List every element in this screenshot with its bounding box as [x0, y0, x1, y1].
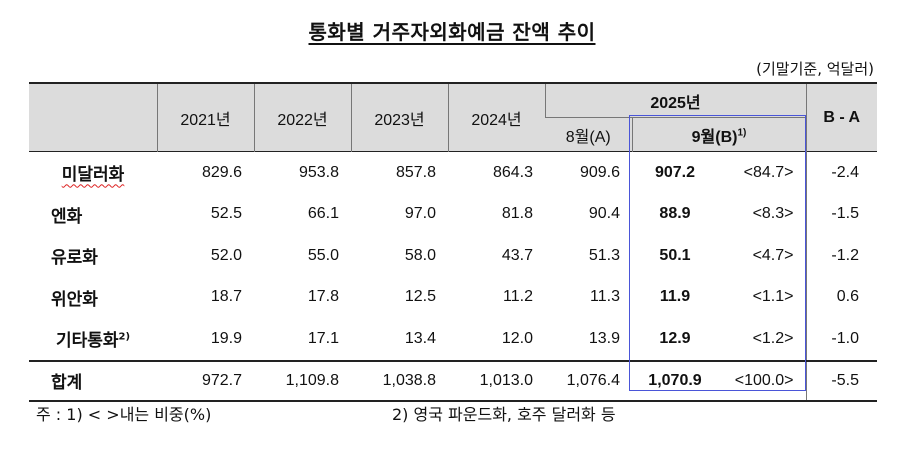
- cell-sep: 12.9: [659, 329, 691, 347]
- cell: 12.5: [404, 288, 436, 306]
- cell-share: <4.7>: [710, 235, 807, 277]
- cell-sep: 1,070.9: [632, 359, 710, 402]
- cell-diff: -1.2: [831, 246, 859, 264]
- row-label: 엔화: [51, 206, 83, 227]
- cell: 12.0: [501, 329, 533, 347]
- header-year-2025: 2025년: [544, 83, 806, 118]
- cell: 864.3: [492, 163, 533, 181]
- cell-share: <1.2>: [710, 318, 807, 361]
- footnote-1: 주 : 1) < >내는 비중(%): [36, 405, 212, 424]
- row-label: 유로화: [51, 248, 98, 269]
- row-label: 기타통화2): [55, 331, 131, 352]
- deposit-table: 2021년 2022년 2023년 2024년 2025년 B - A 8월(A…: [29, 82, 877, 402]
- cell: 58.0: [404, 246, 436, 264]
- header-sep: 9월(B)1): [631, 117, 806, 152]
- cell-share: <100.0>: [710, 359, 807, 402]
- table-row: 엔화 52.5 66.1 97.0 81.8 90.4 88.9 <8.3> -…: [29, 193, 877, 235]
- cell: 972.7: [157, 359, 254, 402]
- cell: 11.2: [503, 288, 533, 306]
- cell: 953.8: [298, 163, 339, 181]
- table-row: 미달러화 829.6 953.8 857.8 864.3 909.6 907.2…: [29, 151, 877, 194]
- cell-sep: 907.2: [654, 163, 696, 181]
- cell-sep: 11.9: [659, 288, 691, 306]
- table-row: 기타통화2) 19.9 17.1 13.4 12.0 13.9 12.9 <1.…: [29, 318, 877, 361]
- row-label: 위안화: [51, 289, 98, 310]
- cell: 829.6: [201, 163, 242, 181]
- cell: 18.7: [210, 288, 242, 306]
- cell-sep: 88.9: [659, 205, 691, 223]
- cell: 909.6: [579, 163, 620, 181]
- cell: 55.0: [307, 246, 339, 264]
- header-year: 2024년: [447, 83, 545, 152]
- cell: 52.5: [210, 205, 242, 223]
- header-aug: 8월(A): [545, 117, 632, 152]
- cell: 17.8: [307, 288, 339, 306]
- cell: 1,076.4: [545, 359, 632, 402]
- unit-label: (기말기준, 억달러): [756, 60, 874, 78]
- cell-diff: -5.5: [806, 359, 877, 402]
- cell: 51.3: [588, 246, 620, 264]
- table-row: 위안화 18.7 17.8 12.5 11.2 11.3 11.9 <1.1> …: [29, 276, 877, 318]
- cell-share: <1.1>: [710, 276, 807, 318]
- cell: 17.1: [307, 329, 339, 347]
- total-row: 합계 972.7 1,109.8 1,038.8 1,013.0 1,076.4…: [29, 359, 877, 402]
- cell: 66.1: [307, 205, 339, 223]
- cell: 52.0: [210, 246, 242, 264]
- page-title: 통화별 거주자외화예금 잔액 추이: [308, 20, 596, 44]
- cell: 13.4: [404, 329, 436, 347]
- cell-diff: -1.5: [831, 205, 859, 223]
- header-year: 2021년: [156, 83, 254, 152]
- cell-diff: -1.0: [831, 329, 859, 347]
- cell-sep: 50.1: [659, 246, 691, 264]
- cell: 1,013.0: [448, 359, 545, 402]
- cell-share: <84.7>: [710, 151, 807, 194]
- cell: 1,109.8: [254, 359, 351, 402]
- cell-diff: -2.4: [831, 163, 859, 181]
- header-diff: B - A: [805, 83, 877, 152]
- header-year: 2022년: [253, 83, 351, 152]
- row-label: 미달러화: [61, 165, 125, 186]
- cell-diff: 0.6: [836, 288, 859, 306]
- cell-share: <8.3>: [710, 193, 807, 235]
- row-label: 합계: [29, 359, 157, 402]
- cell: 1,038.8: [351, 359, 448, 402]
- footnote-2: 2) 영국 파운드화, 호주 달러화 등: [392, 405, 616, 424]
- table-row: 유로화 52.0 55.0 58.0 43.7 51.3 50.1 <4.7> …: [29, 235, 877, 277]
- cell: 13.9: [588, 329, 620, 347]
- cell: 90.4: [588, 205, 620, 223]
- header-year: 2023년: [350, 83, 448, 152]
- cell: 97.0: [404, 205, 436, 223]
- cell: 857.8: [395, 163, 436, 181]
- header-blank: [29, 83, 157, 152]
- cell: 19.9: [210, 329, 242, 347]
- cell: 11.3: [590, 288, 620, 306]
- cell: 81.8: [501, 205, 533, 223]
- cell: 43.7: [501, 246, 533, 264]
